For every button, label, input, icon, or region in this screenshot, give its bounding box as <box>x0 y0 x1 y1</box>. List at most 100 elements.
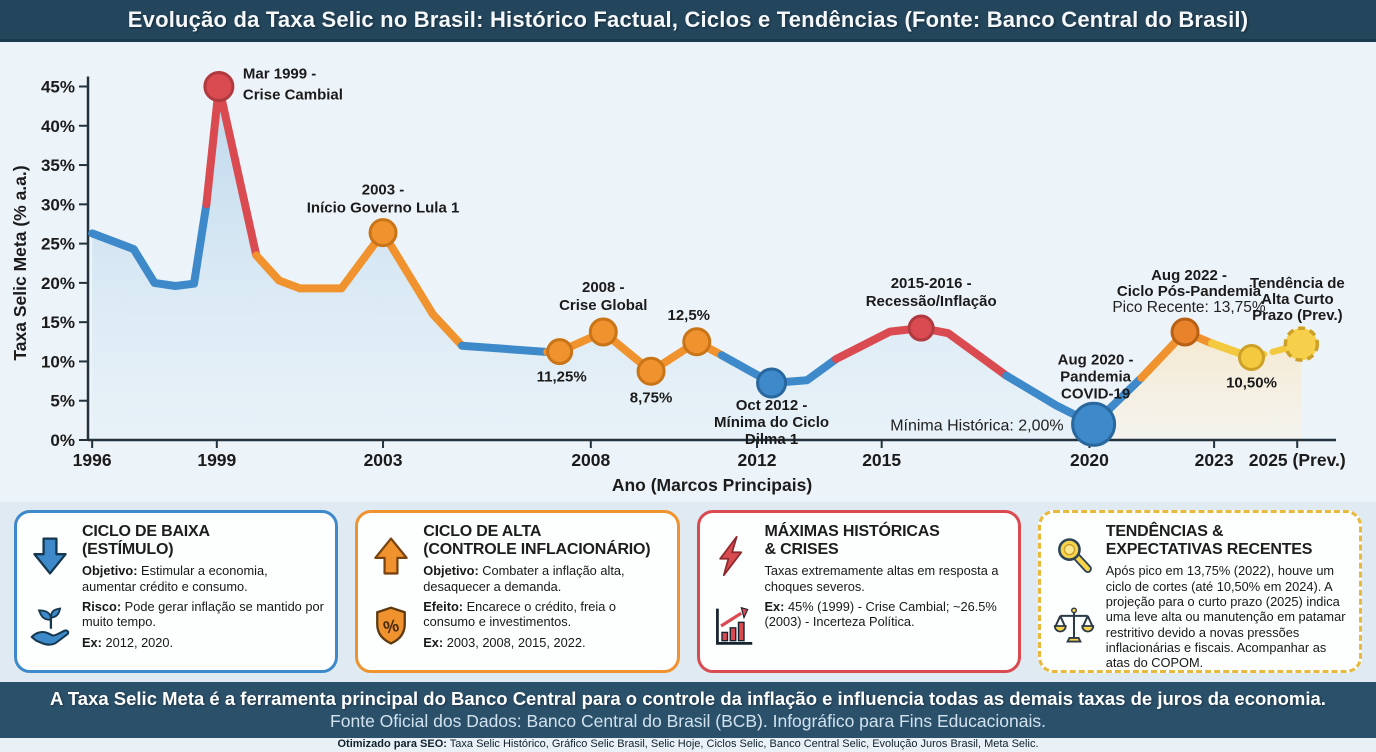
box-paragraph: Objetivo: Combater a inflação alta, desa… <box>423 563 665 594</box>
paragraph-lead: Ex: <box>764 598 785 614</box>
paragraph-lead: Objetivo: <box>423 563 479 579</box>
annotation-line: Aug 2022 - <box>1151 267 1227 284</box>
x-axis-tick-label: 2020 <box>1070 450 1109 470</box>
annotation-2015: 2015-2016 -Recessão/Inflação <box>866 275 997 310</box>
box-title: CICLO DE BAIXA (ESTÍMULO) <box>82 523 210 558</box>
box-paragraph: Ex: 2012, 2020. <box>82 635 324 650</box>
annotation-2008: 2008 -Crise Global <box>559 279 647 314</box>
paragraph-text: Encarece o crédito, freia o consumo e in… <box>423 598 617 630</box>
icon-column <box>25 523 75 664</box>
annotation-line: 2003 - <box>362 182 405 199</box>
info-box-tendencias: TENDÊNCIAS & EXPECTATIVAS RECENTES Após p… <box>1037 510 1362 673</box>
icon-column <box>708 523 758 664</box>
paragraph-lead: Efeito: <box>423 598 464 614</box>
info-box-ciclo-alta: % CICLO DE ALTA (CONTROLE INFLACIONÁRIO) O… <box>355 510 680 673</box>
annotation-line: Mar 1999 - <box>243 65 316 82</box>
annotation-2022: Aug 2022 -Ciclo Pós-Pandemia <box>1117 267 1262 300</box>
y-axis-title: Taxa Selic Meta (% a.a.) <box>10 165 30 360</box>
x-axis-tick-label: 2015 <box>862 450 901 470</box>
x-axis-tick-label: 1996 <box>73 450 112 470</box>
sprout-hand-icon <box>28 604 72 653</box>
annotation-line: 2015-2016 - <box>891 275 972 292</box>
box-title: MÁXIMAS HISTÓRICAS & CRISES <box>764 523 940 558</box>
annotation-line: Pandemia <box>1060 368 1132 385</box>
box-paragraph: Objetivo: Estimular a economia, aumentar… <box>82 563 324 594</box>
selic-line-segment-orange <box>252 228 466 350</box>
box-paragraph: Efeito: Encarece o crédito, freia o cons… <box>423 599 665 630</box>
annotation-line: Tendência de <box>1250 275 1345 292</box>
annotation-line: Aug 2020 - <box>1058 351 1134 368</box>
x-axis-tick-label: 2012 <box>738 450 777 470</box>
up-arrow-icon <box>369 534 413 583</box>
paragraph-lead: Ex: <box>423 634 444 650</box>
seo-keywords: Taxa Selic Histórico, Gráfico Selic Bras… <box>449 738 1039 750</box>
y-axis-tick-label: 30% <box>41 195 75 214</box>
box-paragraph: Taxas extremamente altas em resposta a c… <box>765 563 1007 594</box>
annotation-1999: Mar 1999 - Crise Cambial <box>243 65 343 103</box>
info-box-ciclo-baixa: CICLO DE BAIXA (ESTÍMULO) Objetivo: Estim… <box>14 510 339 673</box>
x-axis-tick-label: 2023 <box>1195 450 1234 470</box>
page-title: Evolução da Taxa Selic no Brasil: Histór… <box>127 6 1249 32</box>
magnifier-icon <box>1052 534 1096 583</box>
annotation-line: Mínima do Ciclo <box>714 414 829 431</box>
y-axis-tick-label: 10% <box>41 352 75 371</box>
value-label-2024: 10,50% <box>1226 375 1277 392</box>
box-paragraph: Risco: Pode gerar inflação se mantido po… <box>82 599 324 630</box>
history-area-fill <box>92 86 1094 440</box>
marker-2007 <box>546 338 574 366</box>
paragraph-lead: Objetivo: <box>82 563 138 579</box>
chart-section: 0% 5% 10% 15% 20% 25% 30% 35% 40% 45% 1996 1999 2003… <box>0 42 1376 502</box>
footer-source-text: Fonte Oficial dos Dados: Banco Central d… <box>330 711 1046 731</box>
icon-column: % <box>366 523 416 664</box>
y-axis-tick-label: 45% <box>41 77 75 96</box>
note-2022: Pico Recente: 13,75% <box>1112 299 1266 316</box>
annotation-line: Ciclo Pós-Pandemia <box>1117 283 1262 300</box>
marker-2008 <box>588 317 618 347</box>
icon-column <box>1049 523 1099 664</box>
annotation-line: Recessão/Inflação <box>866 293 997 310</box>
y-axis-tick-label: 35% <box>41 156 75 175</box>
marker-1999 <box>203 70 235 102</box>
selic-line-segment-blue <box>88 200 211 290</box>
annotation-line: Início Governo Lula 1 <box>307 200 460 217</box>
marker-2020 <box>1071 401 1117 447</box>
paragraph-text: Taxas extremamente altas em resposta a c… <box>764 563 999 594</box>
paragraph-text: Pode gerar inflação se mantido por muito… <box>82 598 324 630</box>
seo-line: Otimizado para SEO: Taxa Selic Histórico… <box>0 738 1376 752</box>
x-axis-title: Ano (Marcos Principais) <box>612 475 812 495</box>
box-title: TENDÊNCIAS & EXPECTATIVAS RECENTES <box>1105 523 1313 558</box>
box-paragraph: Ex: 45% (1999) - Crise Cambial; ~26.5% (… <box>765 599 1007 630</box>
x-axis-tick-label: 2003 <box>364 450 403 470</box>
selic-line-segment-blue <box>458 341 552 356</box>
lightning-icon <box>711 534 755 583</box>
chart-up-icon <box>711 604 755 653</box>
annotation-line: 2008 - <box>582 279 625 296</box>
x-axis-tick-label: 1999 <box>197 450 236 470</box>
scale-icon <box>1052 604 1096 653</box>
value-label-2011: 12,5% <box>667 307 710 324</box>
value-label-2007: 11,25% <box>537 369 587 386</box>
marker-2012 <box>756 367 788 399</box>
box-paragraph: Ex: 2003, 2008, 2015, 2022. <box>423 635 665 650</box>
x-axis-tick-label: 2008 <box>571 450 610 470</box>
shield-percent-icon: % <box>369 604 413 653</box>
x-axis-tick-label: 2025 (Prev.) <box>1249 450 1346 470</box>
marker-2022 <box>1170 317 1200 347</box>
marker-2009 <box>636 356 666 386</box>
marker-2015 <box>907 314 935 342</box>
marker-2024 <box>1238 344 1266 372</box>
seo-lead: Otimizado para SEO: <box>337 738 447 750</box>
box-title: CICLO DE ALTA (CONTROLE INFLACIONÁRIO) <box>423 523 651 558</box>
box-paragraph: Após pico em 13,75% (2022), houve um cic… <box>1106 563 1348 670</box>
annotation-line: Crise Global <box>559 297 647 314</box>
marker-2025 <box>1283 326 1320 362</box>
paragraph-text: 45% (1999) - Crise Cambial; ~26.5% (2003… <box>764 598 997 630</box>
title-bar: Evolução da Taxa Selic no Brasil: Histór… <box>0 0 1376 42</box>
y-axis-tick-label: 20% <box>41 274 75 293</box>
annotation-line: Alta Curto <box>1261 291 1334 308</box>
annotation-line: Prazo (Prev.) <box>1252 307 1343 324</box>
y-axis-tick-label: 25% <box>41 235 75 254</box>
footer-main-text: A Taxa Selic Meta é a ferramenta princip… <box>50 688 1326 709</box>
